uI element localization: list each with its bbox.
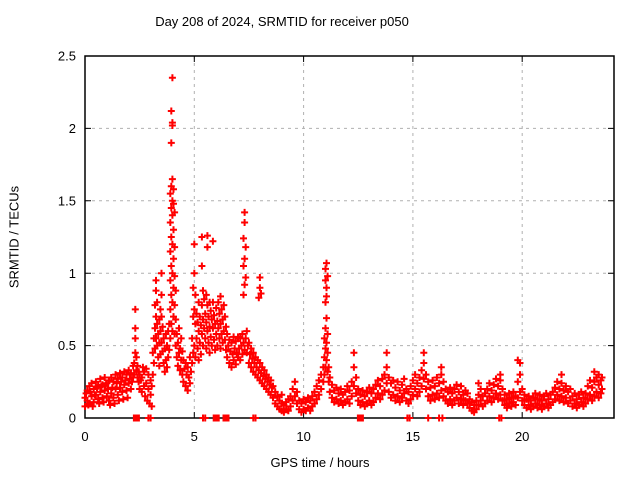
- zero-square-marker: [356, 414, 364, 422]
- data-point-markers: [81, 74, 606, 422]
- x-axis-label: GPS time / hours: [270, 455, 370, 470]
- x-tick-label: 20: [515, 429, 529, 444]
- y-tick-label: 1.5: [58, 193, 76, 208]
- axis-tick-marks: [84, 55, 614, 419]
- x-tick-label: 0: [81, 429, 88, 444]
- plot-border: [84, 55, 615, 419]
- zero-square-marker: [222, 414, 230, 422]
- y-tick-label: 0.5: [58, 338, 76, 353]
- x-tick-label: 15: [406, 429, 420, 444]
- zero-square-marker: [212, 414, 220, 422]
- y-tick-label: 0: [69, 411, 76, 426]
- y-tick-label: 2: [69, 121, 76, 136]
- x-tick-label: 10: [296, 429, 310, 444]
- y-tick-label: 1: [69, 266, 76, 281]
- zero-square-marker: [132, 414, 140, 422]
- x-tick-label: 5: [191, 429, 198, 444]
- chart-title: Day 208 of 2024, SRMTID for receiver p05…: [155, 14, 409, 29]
- y-tick-label: 2.5: [58, 49, 76, 64]
